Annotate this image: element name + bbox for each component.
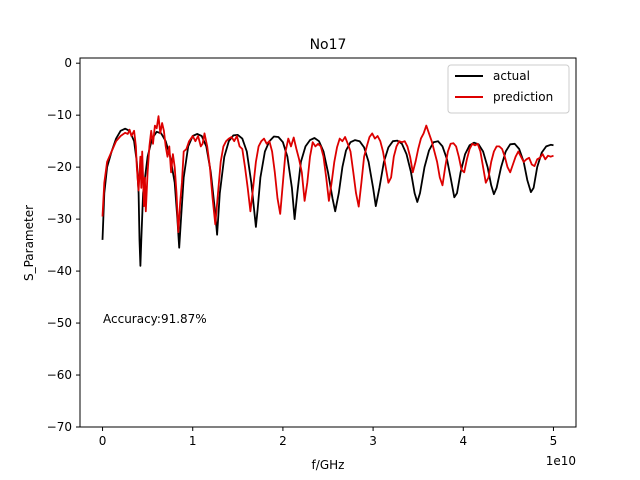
x-tick-label: 1 xyxy=(189,434,197,448)
x-axis-label: f/GHz xyxy=(312,458,345,472)
legend-label-prediction: prediction xyxy=(493,90,553,104)
plot-frame xyxy=(79,57,577,428)
y-tick-label: −30 xyxy=(47,212,72,226)
x-tick-label: 2 xyxy=(279,434,287,448)
x-tick-label: 0 xyxy=(99,434,107,448)
y-tick-label: 0 xyxy=(64,56,72,70)
chart-title: No17 xyxy=(310,37,347,53)
legend-label-actual: actual xyxy=(493,69,530,83)
x-axis-offset-label: 1e10 xyxy=(546,454,576,468)
y-tick-label: −40 xyxy=(47,264,72,278)
y-tick-label: −60 xyxy=(47,368,72,382)
y-axis-ticks: 0 −10 −20 −30 −40 −50 −60 −70 xyxy=(47,56,80,434)
plot-lines xyxy=(101,115,554,267)
x-axis-ticks: 0 1 2 3 4 5 xyxy=(99,427,558,448)
legend: actual prediction xyxy=(447,64,570,114)
accuracy-annotation: Accuracy:91.87% xyxy=(103,312,207,326)
x-tick-label: 4 xyxy=(459,434,467,448)
y-tick-label: −10 xyxy=(47,108,72,122)
x-tick-label: 3 xyxy=(369,434,377,448)
y-axis-label: S_Parameter xyxy=(22,205,36,281)
y-tick-label: −50 xyxy=(47,316,72,330)
y-tick-label: −70 xyxy=(47,420,72,434)
y-tick-label: −20 xyxy=(47,160,72,174)
series-line-prediction xyxy=(101,115,554,234)
x-tick-label: 5 xyxy=(550,434,558,448)
